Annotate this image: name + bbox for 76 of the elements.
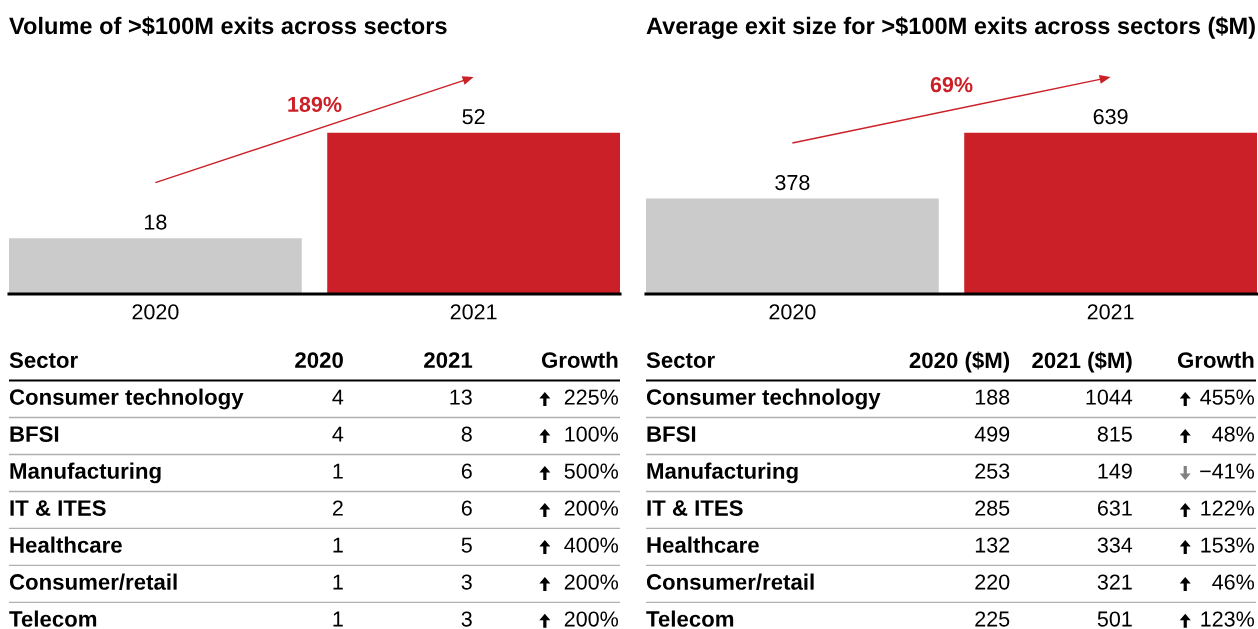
data-label: 334 [1097,537,1133,553]
text: 2021 ($M) [1032,351,1132,373]
category-label: Consumer technology [646,388,881,410]
data-label: 123% [1201,611,1255,627]
data-label: 220 [975,574,1010,590]
data-label: 400% [564,537,619,553]
category-label: Healthcare [10,536,122,553]
text: 2021 [424,352,473,368]
text: 69% [930,76,973,93]
data-label: 2 [332,500,343,516]
data-label: 3 [461,611,472,627]
data-label: 8 [461,426,472,442]
data-label: 132 [975,537,1010,553]
category-label: Manufacturing [10,462,161,484]
data-label: 499 [974,426,1010,442]
data-label: 200% [564,574,619,590]
category-label: IT & ITES [10,500,106,516]
data-label: 378 [775,174,810,191]
chart-title: Average exit size for >$100M exits across sectors ($M) [646,16,1255,39]
data-label: 4 [332,389,344,405]
data-label: 321 [1097,574,1132,590]
category-label: Manufacturing [647,462,798,484]
x-tick-label: 2021 [1087,304,1134,320]
data-label: 455% [1200,389,1255,405]
category-label: BFSI [10,426,59,442]
text: 2020 ($M) [909,351,1010,373]
data-label: 631 [1097,500,1132,516]
text: 2020 [295,352,343,368]
data-label: 501 [1097,611,1132,627]
data-label: 122% [1201,500,1255,516]
data-label: 13 [450,389,472,405]
data-label: 1044 [1086,389,1133,405]
data-label: 1 [333,463,343,479]
data-label: 18 [145,214,167,230]
category-label: Consumer/retail [9,573,177,591]
category-label: Healthcare [647,536,759,553]
text: 189% [288,96,342,113]
data-label: 200% [564,611,619,627]
data-label: 6 [461,463,472,479]
data-label: 149 [1098,463,1132,479]
data-label: 1 [333,611,343,627]
data-label: 100% [565,426,619,442]
data-label: 225% [564,389,619,405]
text: Sector [9,352,78,368]
data-label: 1 [333,574,343,590]
category-label: Consumer technology [9,388,244,410]
x-tick-label: 2020 [769,304,816,320]
data-label: 153% [1201,537,1255,553]
data-label: 815 [1097,426,1132,442]
data-label: 225 [975,611,1010,627]
data-label: −41% [1200,463,1255,479]
data-label: 4 [332,426,344,442]
data-label: 6 [461,500,472,516]
text: Growth [1177,351,1254,368]
category-label: Telecom [9,610,97,627]
text: Growth [541,351,618,368]
data-label: 5 [461,537,472,553]
data-label: 285 [975,500,1010,516]
text: Sector [646,352,715,368]
category-label: Consumer/retail [646,573,814,591]
data-label: 200% [564,500,619,516]
category-label: IT & ITES [647,500,743,516]
category-label: Telecom [646,610,734,627]
x-tick-label: 2020 [132,304,179,320]
data-label: 1 [333,537,343,553]
data-label: 52 [462,109,485,125]
data-label: 188 [975,389,1010,405]
chart-title: Volume of >$100M exits across sectors [9,16,447,36]
data-label: 253 [975,463,1010,479]
data-label: 500% [564,463,619,479]
x-tick-label: 2021 [450,304,497,320]
data-label: 48% [1212,426,1255,442]
category-label: BFSI [647,426,696,442]
data-label: 46% [1212,574,1255,590]
data-label: 639 [1093,109,1128,125]
data-label: 3 [461,574,472,590]
